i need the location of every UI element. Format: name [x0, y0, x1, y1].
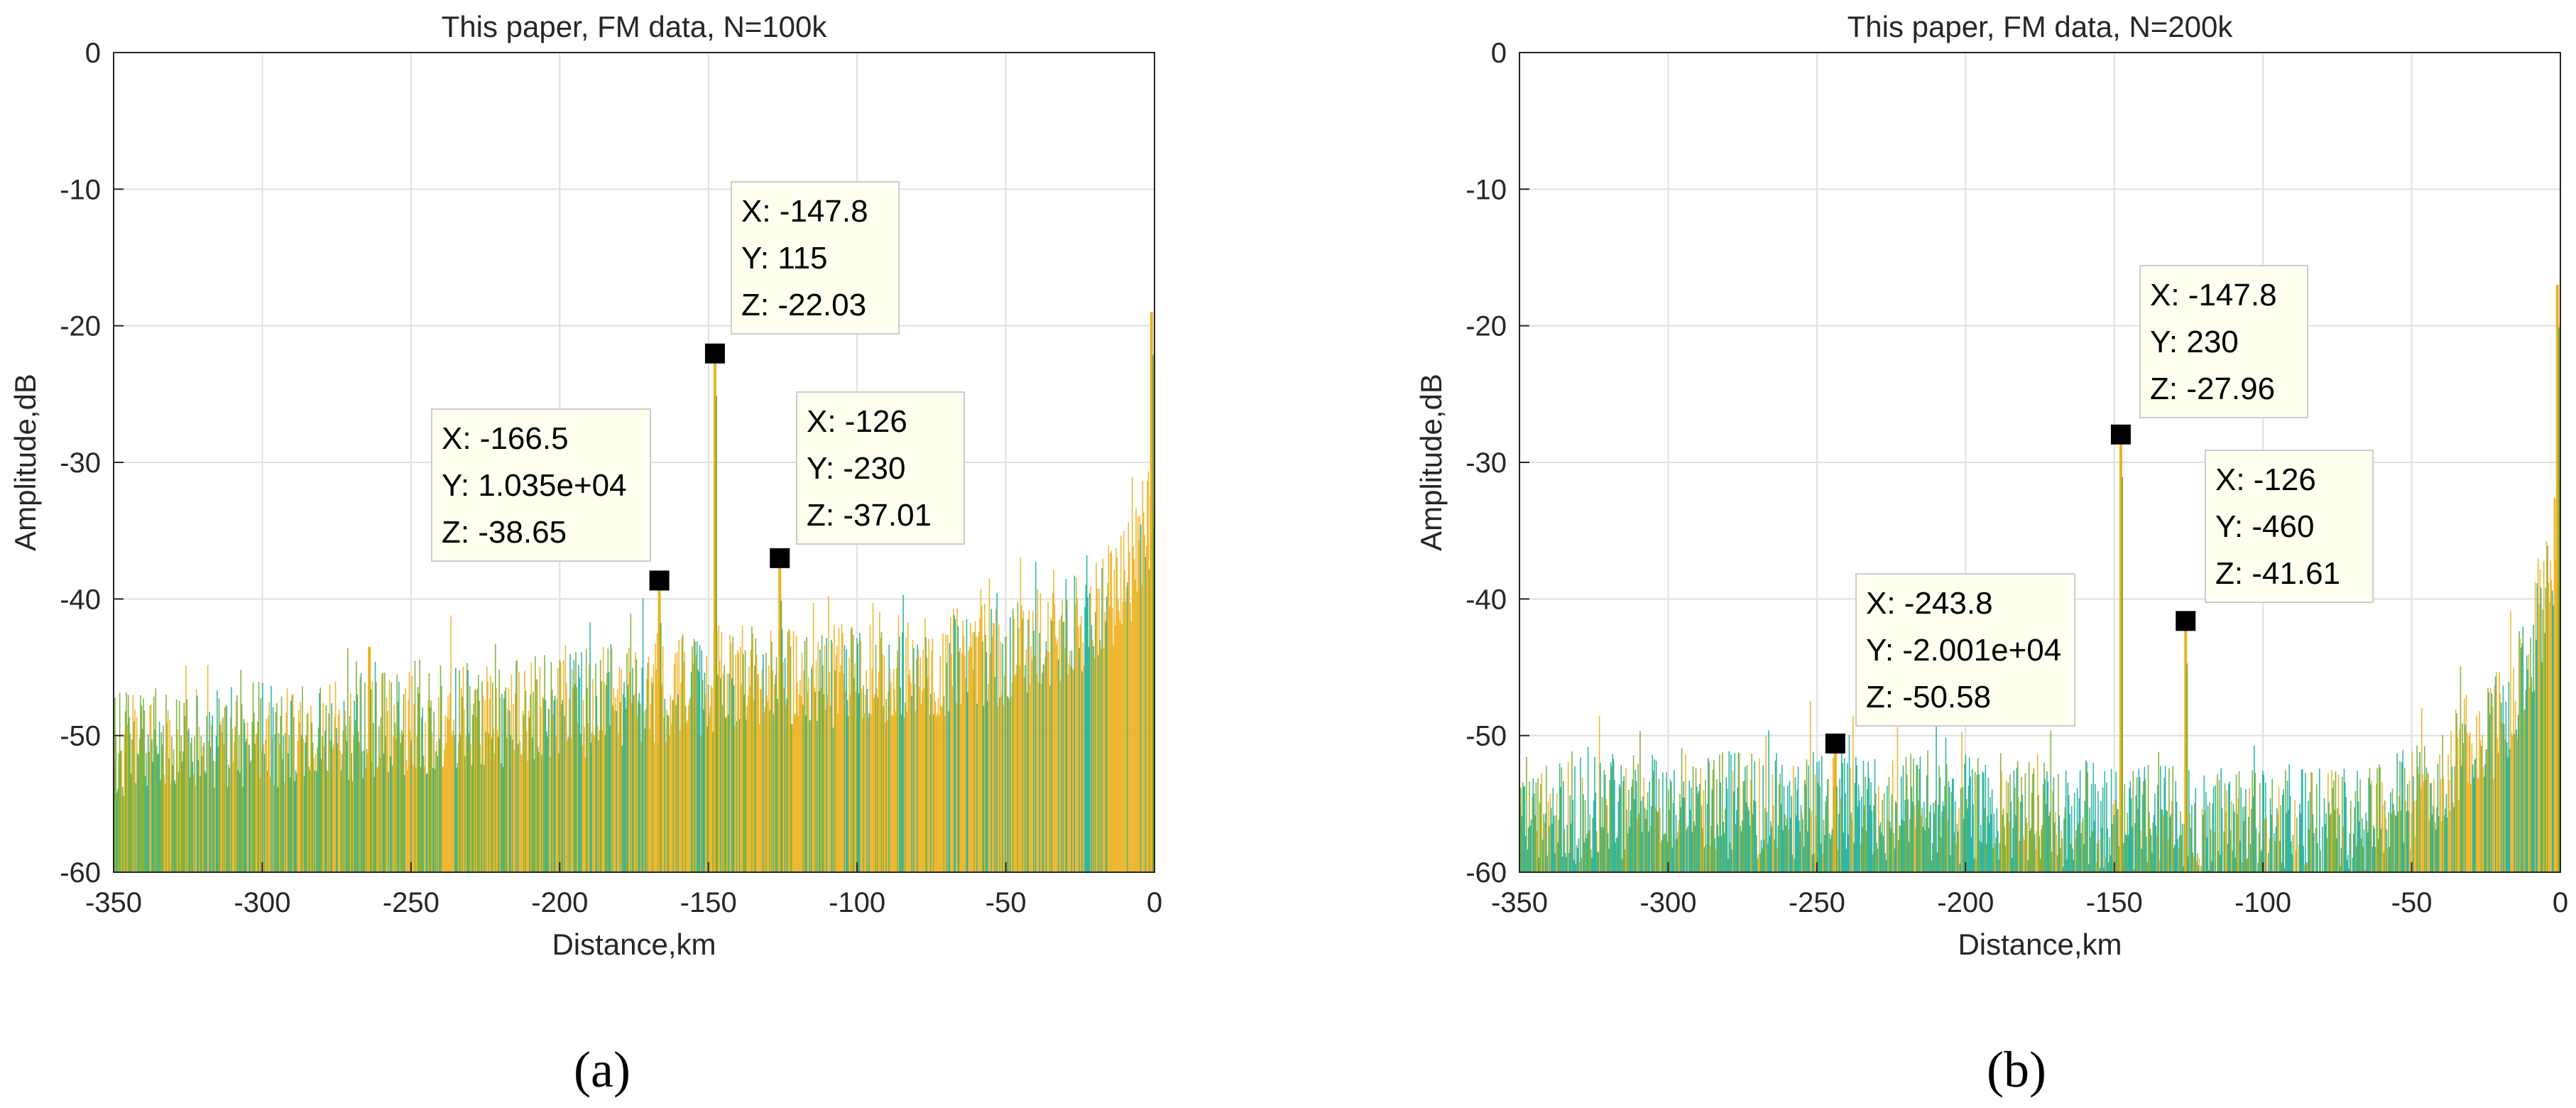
y-tick-label: -50	[60, 721, 101, 752]
datatip: X: -126 Y: -460 Z: -41.61	[2176, 450, 2374, 631]
datatip-marker	[2110, 424, 2131, 445]
datatip-line: Z: -22.03	[741, 288, 866, 322]
datatip-box	[2139, 265, 2308, 418]
x-tick-label: 0	[2553, 887, 2568, 918]
y-tick-label: 0	[1491, 38, 1507, 69]
datatip-line: Y: -2.001e+04	[1866, 633, 2061, 668]
panel-label-b: (b)	[1987, 1041, 2046, 1098]
bar-series	[1519, 284, 2561, 872]
datatip-line: Z: -41.61	[2215, 556, 2340, 591]
datatip-marker	[770, 548, 790, 568]
datatip-line: X: -126	[807, 404, 907, 439]
datatip-marker	[649, 570, 670, 591]
chart-title: This paper, FM data, N=200k	[1848, 10, 2234, 43]
datatip-line: X: -147.8	[2150, 278, 2277, 313]
y-tick-label: -60	[60, 857, 101, 889]
datatip-box	[796, 391, 965, 545]
datatip-line: Z: -27.96	[2150, 371, 2275, 406]
x-tick-label: -350	[1491, 887, 1548, 918]
x-tick-label: -200	[1937, 887, 1994, 918]
datatip-line: Z: -50.58	[1866, 680, 1991, 715]
datatip-line: X: -147.8	[741, 194, 868, 229]
y-axis-label: Amplitude,dB	[1414, 374, 1448, 551]
x-tick-label: -50	[986, 887, 1027, 918]
y-tick-label: -40	[60, 584, 101, 615]
y-tick-label: -20	[60, 311, 101, 342]
datatip-marker	[704, 343, 725, 364]
datatip-line: Y: 115	[741, 241, 828, 276]
datatip-line: X: -166.5	[442, 421, 569, 456]
datatip-line: Y: -230	[807, 451, 905, 486]
datatip: X: -166.5 Y: 1.035e+04 Z: -38.65	[431, 408, 670, 591]
x-tick-label: -100	[2234, 887, 2291, 918]
datatip-marker	[2176, 611, 2196, 631]
datatip: X: -147.8 Y: 115 Z: -22.03	[704, 181, 900, 364]
chart-panel-b: -350 -300 -250 -200 -150 -100 -50 0 0 -10 -20 -30 -4…	[1414, 10, 2568, 961]
y-tick-label: -60	[1466, 857, 1507, 889]
x-tick-label: -200	[531, 887, 588, 918]
datatip: X: -243.8 Y: -2.001e+04 Z: -50.58	[1825, 573, 2075, 754]
x-axis-label: Distance,km	[552, 928, 716, 961]
y-tick-label: -20	[1466, 311, 1507, 342]
bar-series	[113, 312, 1155, 872]
x-tick-label: -300	[1639, 887, 1696, 918]
y-axis-label: Amplitude,dB	[9, 374, 42, 551]
y-tick-label: 0	[85, 38, 101, 69]
x-tick-label: -150	[2086, 887, 2143, 918]
y-tick-label: -30	[1466, 447, 1507, 479]
datatip-box	[1855, 573, 2075, 727]
datatip-marker	[1825, 733, 1845, 754]
x-axis-label: Distance,km	[1958, 928, 2122, 961]
chart-panel-a: -350 -300 -250 -200 -150 -100 -50 0 0 -10 -20 -30 -4…	[9, 10, 1162, 961]
x-tick-label: -100	[829, 887, 885, 918]
x-tick-label: -50	[2391, 887, 2433, 918]
x-tick-label: -350	[85, 887, 142, 918]
x-tick-label: -150	[680, 887, 737, 918]
panel-label-a: (a)	[574, 1041, 631, 1098]
y-tick-label: -10	[1466, 174, 1507, 205]
y-tick-label: -50	[1466, 721, 1507, 752]
datatip-line: Z: -38.65	[442, 515, 567, 550]
datatip-box	[2205, 450, 2374, 603]
y-tick-label: -40	[1466, 584, 1507, 615]
x-tick-label: -300	[234, 887, 290, 918]
chart-title: This paper, FM data, N=100k	[442, 10, 828, 43]
x-tick-label: -250	[1789, 887, 1845, 918]
datatip-line: Y: 230	[2150, 325, 2239, 359]
datatip-line: Y: 1.035e+04	[442, 468, 627, 503]
y-tick-label: -10	[60, 174, 101, 205]
y-tick-label: -30	[60, 447, 101, 479]
datatip-box	[431, 408, 651, 562]
datatip-box	[731, 181, 900, 335]
datatip: X: -147.8 Y: 230 Z: -27.96	[2110, 265, 2308, 445]
datatip-line: Y: -460	[2215, 509, 2314, 544]
datatip: X: -126 Y: -230 Z: -37.01	[770, 391, 965, 568]
datatip-line: Z: -37.01	[807, 498, 932, 533]
x-tick-label: -250	[383, 887, 440, 918]
x-tick-label: 0	[1147, 887, 1162, 918]
datatip-line: X: -243.8	[1866, 586, 1993, 621]
datatip-line: X: -126	[2215, 462, 2316, 497]
